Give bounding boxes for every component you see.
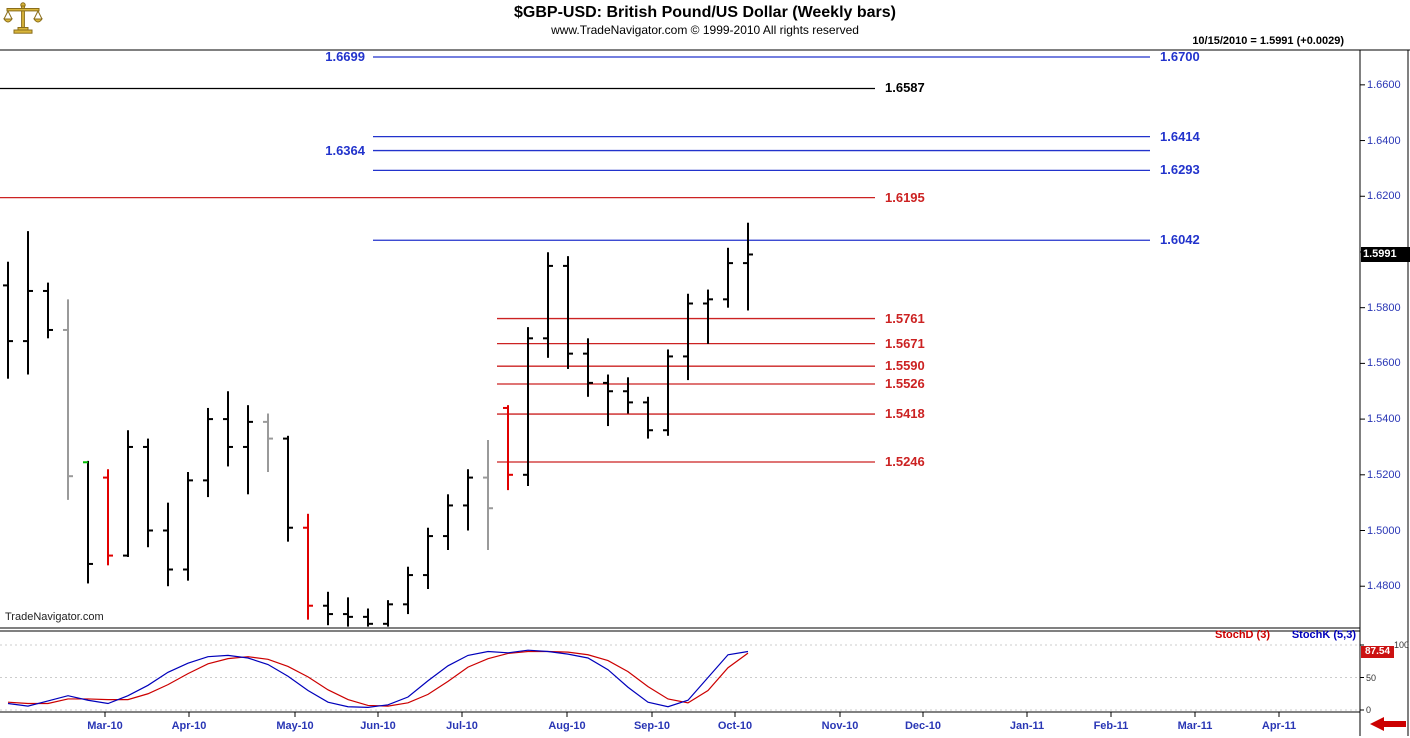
stoch-axis-label: 0 <box>1366 705 1372 715</box>
level-label: 1.5671 <box>885 335 925 351</box>
x-axis-label: Apr-11 <box>1261 720 1297 732</box>
x-axis-label: Apr-10 <box>171 720 207 732</box>
last-quote-text: 10/15/2010 = 1.5991 (+0.0029) <box>1192 35 1344 47</box>
level-label: 1.6293 <box>1160 162 1200 178</box>
level-label: 1.5761 <box>885 310 925 326</box>
y-axis-label: 1.4800 <box>1367 580 1401 593</box>
y-axis-label: 1.6600 <box>1367 78 1401 91</box>
watermark: TradeNavigator.com <box>5 611 104 623</box>
x-axis-label: Mar-11 <box>1177 720 1213 732</box>
x-axis-label: Jun-10 <box>360 720 396 732</box>
level-label: 1.6042 <box>1160 232 1200 248</box>
x-axis-label: Jan-11 <box>1009 720 1045 732</box>
x-axis-label: Mar-10 <box>87 720 123 732</box>
stoch-k-line <box>7 649 749 709</box>
stoch-axis-label: 100 <box>1394 640 1410 650</box>
x-axis-label: Oct-10 <box>717 720 753 732</box>
x-axis-label: Jul-10 <box>446 720 478 732</box>
y-axis-label: 1.5000 <box>1367 524 1401 537</box>
chart-title: $GBP-USD: British Pound/US Dollar (Weekl… <box>514 4 896 21</box>
left-arrow-icon <box>1370 717 1406 731</box>
level-label: 1.6414 <box>1160 128 1200 144</box>
x-axis-label: Dec-10 <box>904 720 942 732</box>
y-axis-label: 1.6200 <box>1367 190 1401 203</box>
y-axis-label: 1.6400 <box>1367 134 1401 147</box>
x-axis-label: Nov-10 <box>821 720 859 732</box>
level-label: 1.6700 <box>1160 48 1200 64</box>
scales-icon <box>3 2 43 41</box>
stoch-axis-label: 50 <box>1366 672 1377 683</box>
level-label: 1.5590 <box>885 358 925 374</box>
level-label: 1.5526 <box>885 375 925 391</box>
y-axis-label: 1.5400 <box>1367 413 1401 426</box>
level-label: 1.6587 <box>885 80 925 96</box>
scroll-left-button[interactable] <box>1368 716 1408 733</box>
level-label: 1.5246 <box>885 453 925 469</box>
copyright-text: www.TradeNavigator.com © 1999-2010 All r… <box>551 23 859 37</box>
x-axis-label: May-10 <box>276 720 314 732</box>
level-label: 1.6195 <box>885 189 925 205</box>
level-label: 1.6364 <box>325 142 365 158</box>
x-axis-label: Feb-11 <box>1093 720 1129 732</box>
x-axis-label: Sep-10 <box>633 720 671 732</box>
y-axis-label: 1.5200 <box>1367 468 1401 481</box>
stoch-d-line <box>7 650 749 707</box>
level-label: 1.5418 <box>885 406 925 422</box>
y-axis-label: 1.5800 <box>1367 301 1401 314</box>
x-axis-label: Aug-10 <box>548 720 586 732</box>
last-price-box: 1.5991 <box>1361 247 1410 262</box>
legend-stochk[interactable]: StochK (5,3) <box>1291 629 1356 641</box>
stoch-value-box: 87.54 <box>1361 646 1395 658</box>
y-axis-label: 1.5600 <box>1367 357 1401 370</box>
legend-stochd[interactable]: StochD (3) <box>1215 629 1270 641</box>
level-label: 1.6699 <box>325 48 365 64</box>
